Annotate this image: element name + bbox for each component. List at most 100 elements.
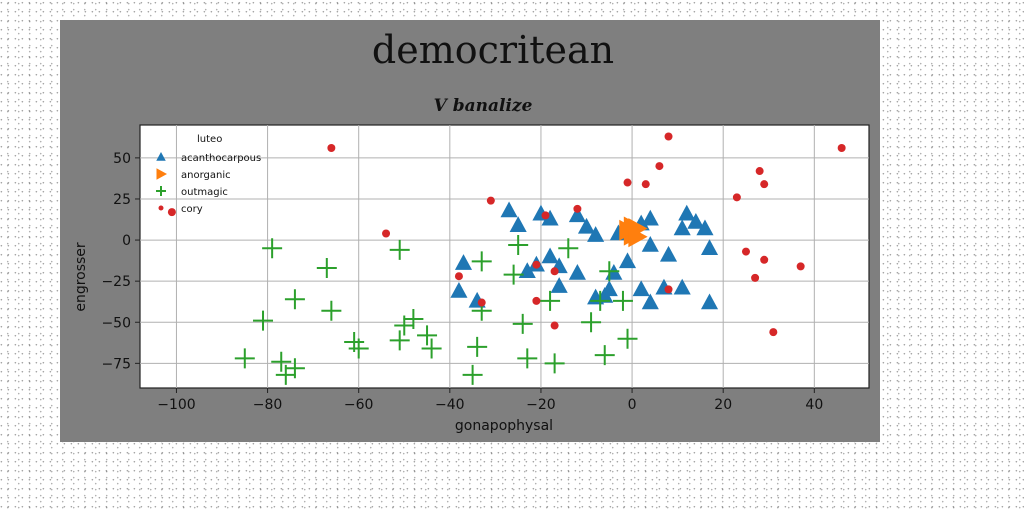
point-acanthocarpous xyxy=(500,201,518,218)
point-acanthocarpous xyxy=(587,226,605,242)
point-outmagic xyxy=(253,310,274,331)
legend-marker-anorganic xyxy=(156,168,167,180)
series-cory xyxy=(167,132,846,337)
point-acanthocarpous xyxy=(678,204,696,221)
point-outmagic xyxy=(512,313,533,334)
legend-title: luteo xyxy=(197,134,222,145)
point-acanthocarpous xyxy=(673,278,691,295)
point-outmagic xyxy=(590,290,611,311)
point-outmagic xyxy=(467,336,488,357)
point-cory xyxy=(755,167,764,176)
point-acanthocarpous xyxy=(454,254,473,270)
x-tick-label: −40 xyxy=(435,397,465,413)
point-cory xyxy=(623,178,632,187)
legend-label-acanthocarpous: acanthocarpous xyxy=(181,153,261,164)
point-acanthocarpous xyxy=(568,206,586,223)
point-cory xyxy=(550,321,559,330)
y-axis-label: engrosser xyxy=(73,242,89,312)
point-cory xyxy=(769,328,778,337)
point-acanthocarpous xyxy=(509,216,527,233)
point-outmagic xyxy=(599,261,620,282)
point-outmagic xyxy=(517,348,538,369)
y-tick-label: 0 xyxy=(122,233,131,249)
legend-label-anorganic: anorganic xyxy=(181,170,231,181)
point-outmagic xyxy=(403,308,424,329)
point-acanthocarpous xyxy=(541,247,559,264)
point-acanthocarpous xyxy=(550,277,568,293)
legend-label-cory: cory xyxy=(181,204,203,215)
y-tick-label: 25 xyxy=(113,192,131,208)
point-outmagic xyxy=(262,238,283,259)
x-axis-label: gonapophysal xyxy=(455,418,553,434)
point-cory xyxy=(454,272,463,281)
legend-label-outmagic: outmagic xyxy=(181,187,228,198)
point-acanthocarpous xyxy=(577,217,596,234)
x-tick-label: −80 xyxy=(253,397,283,413)
point-acanthocarpous xyxy=(641,293,659,310)
point-cory xyxy=(751,273,760,282)
point-acanthocarpous xyxy=(673,219,691,236)
point-acanthocarpous xyxy=(659,245,678,262)
point-outmagic xyxy=(316,258,337,279)
point-outmagic xyxy=(594,345,615,366)
point-outmagic xyxy=(321,300,342,321)
point-cory xyxy=(760,180,769,189)
point-cory xyxy=(760,255,769,264)
point-cory xyxy=(541,211,550,220)
point-outmagic xyxy=(421,338,442,359)
point-acanthocarpous xyxy=(618,252,637,269)
series-anorganic xyxy=(619,216,648,248)
point-acanthocarpous xyxy=(632,280,650,297)
point-cory xyxy=(837,144,846,153)
point-cory xyxy=(532,260,541,269)
point-outmagic xyxy=(417,325,438,346)
point-cory xyxy=(477,298,486,307)
point-acanthocarpous xyxy=(641,209,659,226)
point-cory xyxy=(486,196,495,205)
point-cory xyxy=(732,193,741,202)
grid xyxy=(140,125,869,388)
point-outmagic xyxy=(558,238,579,259)
point-outmagic xyxy=(508,234,529,255)
point-acanthocarpous xyxy=(450,282,468,298)
point-outmagic xyxy=(544,353,565,374)
point-cory xyxy=(532,296,541,305)
plot-area xyxy=(139,124,870,389)
chart-title: democritean xyxy=(372,28,614,72)
point-outmagic xyxy=(462,364,483,385)
y-tick-label: −25 xyxy=(101,274,131,290)
y-tick-label: −50 xyxy=(101,315,131,331)
point-outmagic xyxy=(234,348,255,369)
x-tick-label: 0 xyxy=(628,397,637,413)
point-cory xyxy=(573,204,582,213)
point-cory xyxy=(741,247,750,256)
chart-subtitle: V banalize xyxy=(434,96,533,116)
point-acanthocarpous xyxy=(700,293,719,310)
point-cory xyxy=(664,132,673,141)
x-tick-label: −20 xyxy=(526,397,556,413)
point-outmagic xyxy=(540,290,561,311)
series-outmagic xyxy=(234,234,638,385)
x-tick-label: −100 xyxy=(157,397,195,413)
point-outmagic xyxy=(617,328,638,349)
point-outmagic xyxy=(389,239,410,260)
point-outmagic xyxy=(348,338,369,359)
x-tick-label: 20 xyxy=(714,397,732,413)
point-outmagic xyxy=(581,312,602,333)
point-acanthocarpous xyxy=(696,219,714,236)
y-tick-label: −75 xyxy=(101,356,131,372)
legend-marker-acanthocarpous xyxy=(156,152,166,161)
point-outmagic xyxy=(284,289,305,310)
y-tick-label: 50 xyxy=(113,151,131,167)
x-tick-label: −60 xyxy=(344,397,374,413)
point-acanthocarpous xyxy=(568,263,586,280)
point-outmagic xyxy=(271,351,292,372)
legend-marker-cory xyxy=(158,205,164,211)
point-outmagic xyxy=(471,251,492,272)
point-acanthocarpous xyxy=(700,239,719,256)
point-anorganic xyxy=(628,226,648,248)
x-tick-label: 40 xyxy=(805,397,823,413)
data-points xyxy=(167,132,846,385)
point-acanthocarpous xyxy=(687,212,705,229)
point-cory xyxy=(327,144,336,153)
